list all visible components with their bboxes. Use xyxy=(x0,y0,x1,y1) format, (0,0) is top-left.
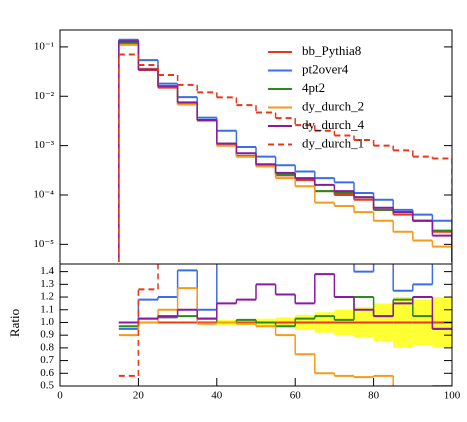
y-tick-label: 10⁻³ xyxy=(34,139,55,151)
ratio-plot xyxy=(118,264,452,386)
x-tick-label: 40 xyxy=(211,390,223,402)
step-connector xyxy=(118,39,452,262)
y-tick-label: 0.8 xyxy=(40,341,54,353)
axes: 10⁻¹10⁻²10⁻³10⁻⁴10⁻⁵0.50.60.70.80.91.01.… xyxy=(33,40,460,401)
step-connector xyxy=(137,264,159,376)
y-tick-label: 0.6 xyxy=(40,367,54,379)
y-tick-label: 0.7 xyxy=(40,354,54,366)
legend-label: pt2over4 xyxy=(302,61,349,76)
legend-label: 4pt2 xyxy=(302,80,325,95)
main-plot xyxy=(118,38,452,262)
ratio-frame xyxy=(59,263,453,387)
y-tick-label: 10⁻⁵ xyxy=(33,238,54,250)
y-tick-label: 1.2 xyxy=(40,291,54,303)
x-tick-label: 100 xyxy=(444,390,461,402)
x-tick-label: 20 xyxy=(133,390,145,402)
ratio-axis-label: Ratio xyxy=(7,309,22,337)
legend-label: bb_Pythia8 xyxy=(302,43,361,58)
y-tick-label: 0.5 xyxy=(40,380,54,392)
legend-label: dy_durch_4 xyxy=(302,117,365,132)
y-tick-label: 1.0 xyxy=(40,316,54,328)
y-tick-label: 1.1 xyxy=(40,303,54,315)
legend-label: dy_durch_2 xyxy=(302,98,364,113)
x-tick-label: 0 xyxy=(57,390,63,402)
legend-label: dy_durch_1 xyxy=(302,135,364,150)
y-tick-label: 0.9 xyxy=(40,329,54,341)
legend: bb_Pythia8 pt2over4 4pt2 dy_durch_2 dy_durch… xyxy=(268,43,365,150)
y-tick-label: 10⁻¹ xyxy=(34,40,54,52)
y-tick-label: 1.3 xyxy=(40,278,54,290)
y-tick-label: 10⁻² xyxy=(34,90,55,102)
x-tick-label: 60 xyxy=(290,390,302,402)
y-tick-label: 1.4 xyxy=(40,265,54,277)
y-tick-label: 10⁻⁴ xyxy=(33,189,54,201)
x-tick-label: 80 xyxy=(368,390,380,402)
